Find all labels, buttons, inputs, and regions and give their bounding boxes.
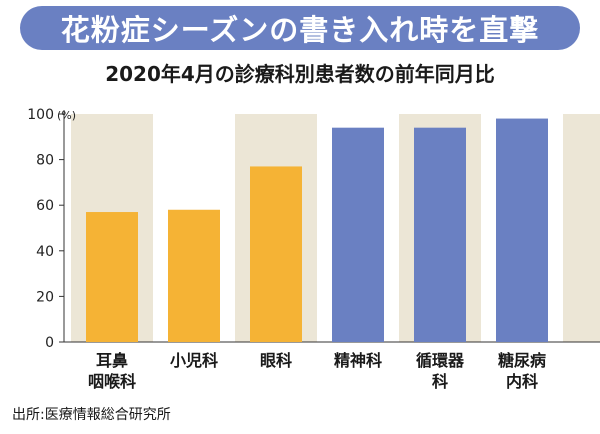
bar [86, 212, 138, 342]
y-tick-label: 60 [36, 198, 54, 214]
bar [496, 118, 548, 342]
y-tick-label: 0 [45, 335, 54, 351]
x-category-label: 眼科 [260, 351, 292, 370]
x-category-label: 耳鼻 [96, 351, 128, 370]
bar [332, 127, 384, 343]
y-tick-label: 40 [36, 244, 54, 260]
bar [414, 127, 466, 343]
x-category-label: 咽喉科 [88, 372, 136, 391]
y-tick-label: 20 [36, 289, 54, 305]
y-tick-label: 80 [36, 153, 54, 169]
y-unit-label: (%) [57, 109, 76, 122]
headline-banner: 花粉症シーズンの書き入れ時を直撃 [20, 6, 580, 50]
background-band [563, 114, 600, 342]
x-category-label: 循環器 [416, 351, 465, 370]
x-category-label: 小児科 [170, 351, 218, 370]
x-category-label: 科 [432, 372, 448, 391]
x-category-label: 精神科 [334, 351, 382, 370]
headline-text: 花粉症シーズンの書き入れ時を直撃 [60, 13, 540, 47]
source-note: 出所:医療情報総合研究所 [12, 407, 171, 423]
bar [250, 166, 302, 342]
bar [168, 209, 220, 342]
x-category-label: 糖尿病 [498, 351, 546, 370]
x-category-label: 内科 [506, 372, 538, 391]
chart-title: 2020年4月の診療科別患者数の前年同月比 [105, 62, 495, 86]
y-tick-label: 100 [27, 107, 54, 123]
